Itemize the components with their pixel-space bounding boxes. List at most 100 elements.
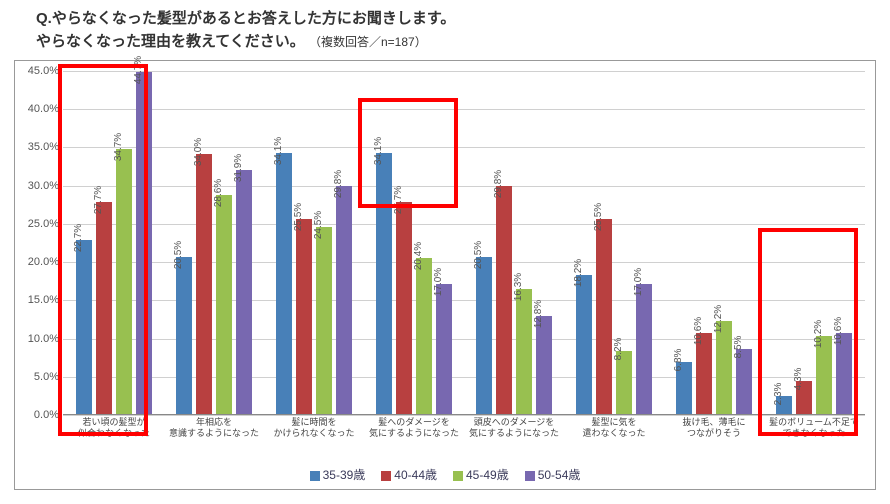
- bar: 27.7%: [396, 202, 412, 414]
- bar: 8.5%: [736, 349, 752, 414]
- bar: 27.7%: [96, 202, 112, 414]
- bar: 10.2%: [816, 336, 832, 414]
- bar: 6.8%: [676, 362, 692, 414]
- bar-value-label: 29.8%: [333, 170, 344, 198]
- title-line1: Q.やらなくなった髪型があるとお答えした方にお聞きします。: [36, 8, 455, 31]
- bar-value-label: 34.7%: [113, 133, 124, 161]
- title-note: （複数回答／n=187）: [309, 35, 427, 49]
- bar-value-label: 10.6%: [693, 317, 704, 345]
- bar: 44.7%: [136, 72, 152, 414]
- bar-group: 34.1%25.5%24.5%29.8%: [276, 71, 352, 414]
- bar-value-label: 27.7%: [93, 186, 104, 214]
- bar-value-label: 8.2%: [613, 338, 624, 361]
- legend: 35-39歳 40-44歳 45-49歳 50-54歳: [15, 466, 875, 483]
- legend-item: 45-49歳: [453, 466, 509, 483]
- plot-area: 0.0%5.0%10.0%15.0%20.0%25.0%30.0%35.0%40…: [63, 71, 865, 415]
- bar-value-label: 25.5%: [293, 203, 304, 231]
- bar-group: 6.8%10.6%12.2%8.5%: [676, 71, 752, 414]
- bar-value-label: 2.3%: [773, 383, 784, 406]
- legend-swatch: [381, 471, 391, 481]
- bar-value-label: 20.5%: [473, 241, 484, 269]
- bar-group: 18.2%25.5%8.2%17.0%: [576, 71, 652, 414]
- bar-value-label: 10.6%: [833, 317, 844, 345]
- y-axis-label: 15.0%: [28, 294, 63, 306]
- bar: 12.2%: [716, 321, 732, 414]
- bar-group: 22.7%27.7%34.7%44.7%: [76, 71, 152, 414]
- legend-item: 40-44歳: [381, 466, 437, 483]
- y-axis-label: 25.0%: [28, 218, 63, 230]
- bar-value-label: 28.6%: [213, 179, 224, 207]
- legend-swatch: [310, 471, 320, 481]
- y-axis-label: 0.0%: [34, 409, 63, 421]
- bar-value-label: 6.8%: [673, 349, 684, 372]
- x-category-label: 年相応を意識するようになった: [164, 417, 264, 439]
- legend-item: 50-54歳: [525, 466, 581, 483]
- bar: 18.2%: [576, 275, 592, 414]
- y-axis-label: 20.0%: [28, 256, 63, 268]
- bar-value-label: 20.5%: [173, 241, 184, 269]
- legend-label: 35-39歳: [323, 468, 366, 482]
- y-axis-label: 40.0%: [28, 103, 63, 115]
- bar: 29.8%: [496, 186, 512, 414]
- bar: 4.3%: [796, 381, 812, 414]
- legend-label: 45-49歳: [466, 468, 509, 482]
- bar: 34.0%: [196, 154, 212, 414]
- bar: 2.3%: [776, 396, 792, 414]
- bar-value-label: 8.5%: [733, 336, 744, 359]
- legend-label: 50-54歳: [538, 468, 581, 482]
- bar-value-label: 22.7%: [73, 224, 84, 252]
- y-axis-label: 35.0%: [28, 141, 63, 153]
- y-axis-label: 30.0%: [28, 180, 63, 192]
- title-line2: やらなくなった理由を教えてください。: [36, 33, 305, 50]
- x-category-label: 髪のボリューム不足でできなくなった: [764, 417, 864, 439]
- bar-group: 2.3%4.3%10.2%10.6%: [776, 71, 852, 414]
- bar-group: 34.1%27.7%20.4%17.0%: [376, 71, 452, 414]
- chart-title: Q.やらなくなった髪型があるとお答えした方にお聞きします。 やらなくなった理由を…: [36, 8, 455, 53]
- bar-value-label: 44.7%: [133, 56, 144, 84]
- bar: 31.9%: [236, 170, 252, 414]
- legend-label: 40-44歳: [394, 468, 437, 482]
- bar-value-label: 25.5%: [593, 203, 604, 231]
- bar: 10.6%: [696, 333, 712, 414]
- bar-value-label: 27.7%: [393, 186, 404, 214]
- bar-group: 20.5%29.8%16.3%12.8%: [476, 71, 552, 414]
- bar: 20.5%: [176, 257, 192, 414]
- grid-line: [63, 415, 865, 416]
- bar: 12.8%: [536, 316, 552, 414]
- legend-swatch: [453, 471, 463, 481]
- bar: 22.7%: [76, 240, 92, 414]
- bar-value-label: 12.8%: [533, 300, 544, 328]
- bar: 16.3%: [516, 289, 532, 414]
- bar: 17.0%: [636, 284, 652, 414]
- bar-value-label: 12.2%: [713, 305, 724, 333]
- bar: 8.2%: [616, 351, 632, 414]
- bar: 20.4%: [416, 258, 432, 414]
- bar: 24.5%: [316, 227, 332, 414]
- y-axis-label: 5.0%: [34, 371, 63, 383]
- title-line2-wrap: やらなくなった理由を教えてください。 （複数回答／n=187）: [36, 31, 455, 54]
- bar: 34.1%: [276, 153, 292, 414]
- chart-container: 0.0%5.0%10.0%15.0%20.0%25.0%30.0%35.0%40…: [14, 60, 876, 490]
- bar-value-label: 34.1%: [273, 137, 284, 165]
- bar: 20.5%: [476, 257, 492, 414]
- bar: 17.0%: [436, 284, 452, 414]
- bar-value-label: 17.0%: [433, 268, 444, 296]
- bar-value-label: 20.4%: [413, 242, 424, 270]
- bar: 10.6%: [836, 333, 852, 414]
- bar: 25.5%: [296, 219, 312, 414]
- x-category-label: 頭皮へのダメージを気にするようになった: [464, 417, 564, 439]
- x-category-label: 髪型に気を遣わなくなった: [564, 417, 664, 439]
- bar-value-label: 17.0%: [633, 268, 644, 296]
- bar: 25.5%: [596, 219, 612, 414]
- bar-value-label: 31.9%: [233, 154, 244, 182]
- bar: 28.6%: [216, 195, 232, 414]
- x-category-label: 髪に時間をかけられなくなった: [264, 417, 364, 439]
- bar-value-label: 34.0%: [193, 138, 204, 166]
- legend-item: 35-39歳: [310, 466, 366, 483]
- bar-value-label: 24.5%: [313, 211, 324, 239]
- x-category-label: 抜け毛、薄毛につながりそう: [664, 417, 764, 439]
- bar: 34.1%: [376, 153, 392, 414]
- bar-value-label: 4.3%: [793, 368, 804, 391]
- bar-value-label: 34.1%: [373, 137, 384, 165]
- bar-group: 20.5%34.0%28.6%31.9%: [176, 71, 252, 414]
